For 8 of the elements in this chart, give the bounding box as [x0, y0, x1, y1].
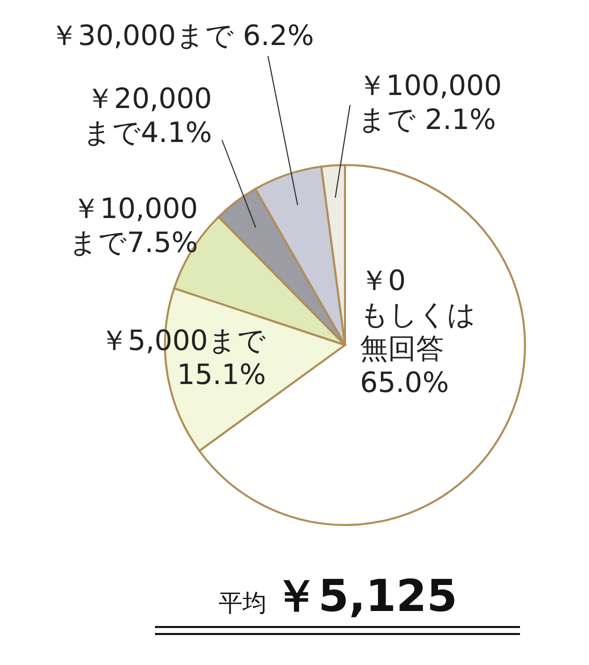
- slice-label: ￥20,000まで4.1%: [82, 82, 212, 149]
- text: 平均 ￥5,125: [218, 571, 458, 622]
- slice-label: ￥0もしくは無回答: [360, 264, 476, 365]
- slice-label: ￥30,000まで 6.2%: [50, 19, 314, 52]
- data-label: 15.1%: [177, 358, 266, 391]
- data-label: 65.0%: [360, 366, 449, 399]
- slice-label: ￥10,000まで7.5%: [68, 192, 198, 259]
- slice-label: ￥100,000まで 2.1%: [358, 69, 502, 136]
